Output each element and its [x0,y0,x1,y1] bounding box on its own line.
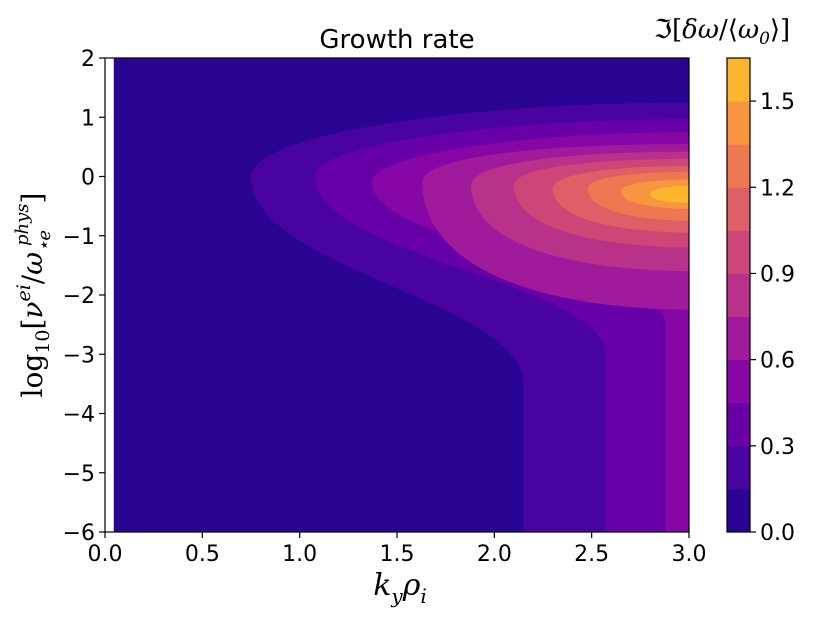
colorbar-tick-label: 0.6 [760,349,795,374]
y-tick-label: −6 [63,521,95,546]
y-tick-label: −5 [63,462,95,487]
x-axis-label: kyρi [373,568,427,608]
colorbar-band [727,445,750,490]
y-tick-label: 0 [81,166,95,191]
colorbar-tick-label: 0.0 [760,521,795,546]
colorbar: 0.0 0.3 0.6 0.9 1.2 1.5 [726,57,795,546]
x-tick-label: 3.0 [672,542,707,567]
colorbar-frame [726,57,751,533]
colorbar-band [727,273,750,318]
x-tick-label: 2.5 [574,542,609,567]
y-tick-label: −4 [63,403,95,428]
y-tick-label: −1 [63,225,95,250]
plot-area [105,58,689,532]
colorbar-bands [727,58,750,533]
y-axis: 2 1 0 −1 −2 −3 −4 −5 −6 [63,47,105,546]
colorbar-tick-label: 0.9 [760,262,795,287]
colorbar-band [727,101,750,145]
colorbar-band [727,402,750,447]
contour-fill-layer [113,58,689,532]
colorbar-label: ℑ[δω/⟨ω0⟩] [654,15,790,49]
colorbar-tick-label: 1.2 [760,176,795,201]
x-axis: 0.0 0.5 1.0 1.5 2.0 2.5 3.0 [88,532,707,567]
colorbar-band [727,230,750,274]
x-tick-label: 1.5 [380,542,415,567]
chart-title: Growth rate [319,25,474,55]
colorbar-band [727,488,750,533]
y-tick-label: −2 [63,284,95,309]
colorbar-tick-label: 1.5 [760,90,795,115]
y-tick-label: 2 [81,47,95,72]
x-tick-label: 2.0 [477,542,512,567]
y-tick-label: −3 [63,343,95,368]
colorbar-band [727,359,750,404]
y-axis-label: log10[νei/ω⋆ephys] [12,193,55,398]
colorbar-axis: 0.0 0.3 0.6 0.9 1.2 1.5 [750,90,795,546]
x-tick-label: 0.0 [88,542,123,567]
colorbar-tick-label: 0.3 [760,435,795,460]
x-tick-label: 0.5 [185,542,220,567]
colorbar-band [727,187,750,231]
colorbar-band [727,316,750,361]
colorbar-band [727,58,750,102]
colorbar-band [727,144,750,188]
y-tick-label: 1 [81,106,95,131]
contour-region-10 [650,185,689,204]
x-tick-label: 1.0 [282,542,317,567]
